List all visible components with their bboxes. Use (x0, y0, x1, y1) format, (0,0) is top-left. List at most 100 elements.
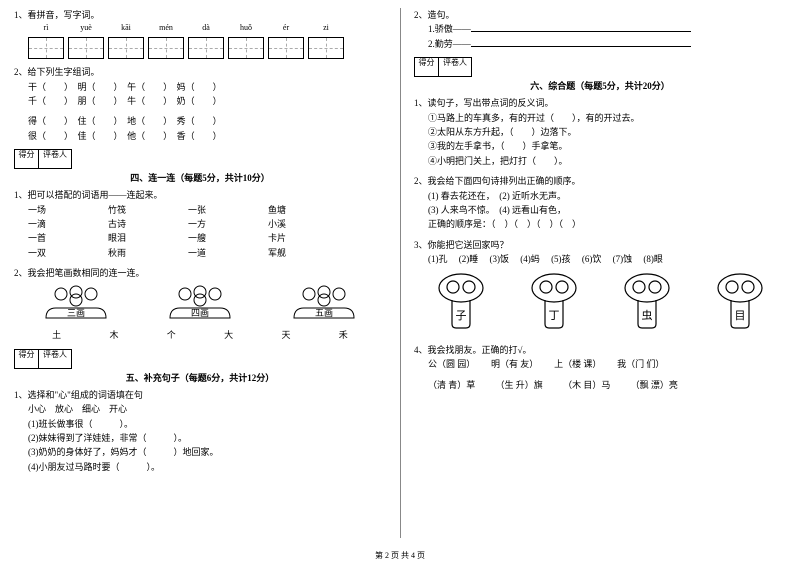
match-item: 卡片 (268, 231, 348, 245)
q5-1-words: 小心 放心 细心 开心 (14, 402, 386, 416)
q2r-item: 2.勤劳—— (428, 39, 471, 49)
opt: (4)蚂 (520, 254, 540, 264)
tianzige-cell[interactable] (268, 37, 304, 59)
svg-text:三画: 三画 (67, 308, 85, 318)
char: 木 (99, 328, 129, 342)
section-5-title: 五、补充句子（每题6分，共计12分） (14, 371, 386, 384)
q2-title: 2、给下列生字组词。 (14, 65, 386, 79)
score-label: 得分 (15, 150, 39, 168)
tianzige-row (28, 37, 386, 59)
tianzige-cell[interactable] (188, 37, 224, 59)
svg-text:丁: 丁 (548, 310, 559, 322)
q6-3-items: (1)孔 (2)睡 (3)饭 (4)蚂 (5)孩 (6)饮 (7)蚀 (8)眼 (414, 252, 786, 266)
tianzige-cell[interactable] (308, 37, 344, 59)
opt: (7)蚀 (613, 254, 633, 264)
pair: 我（门 们） (617, 359, 664, 369)
zuci-item: 午（ ） (127, 82, 168, 92)
q2r-title: 2、造句。 (414, 8, 786, 22)
q6-4-title: 4、我会找朋友。正确的打√。 (414, 343, 786, 357)
tianzige-cell[interactable] (68, 37, 104, 59)
pinyin: kāi (108, 22, 144, 35)
opt: (3)饭 (490, 254, 510, 264)
q5-1-item: (4)小朋友过马路时要（ ）。 (14, 460, 386, 474)
svg-text:四画: 四画 (191, 308, 209, 318)
zuci-item: 朋（ ） (78, 96, 119, 106)
pinyin: rì (28, 22, 64, 35)
match-col-c: 一张 一方 一艘 一道 (188, 203, 268, 261)
pinyin: zi (308, 22, 344, 35)
char: 大 (214, 328, 244, 342)
match-item: 一张 (188, 203, 268, 217)
char: 个 (156, 328, 186, 342)
opt: (6)饮 (582, 254, 602, 264)
write-line[interactable] (471, 37, 691, 47)
pinyin-row: rì yuè kāi mén dà huǒ ér zi (28, 22, 386, 35)
q6-2-title: 2、我会给下面四句诗排列出正确的顺序。 (414, 174, 786, 188)
zuci-item: 秀（ ） (177, 116, 222, 126)
zuci-item: 干（ ） (28, 82, 69, 92)
match-item: 一双 (28, 246, 108, 260)
opt: (2)睡 (459, 254, 479, 264)
pair: 明（有 友） (491, 359, 534, 369)
zuci-item: 很（ ） (28, 131, 69, 141)
zuci-item: 地（ ） (127, 116, 168, 126)
opt: (5)孩 (551, 254, 571, 264)
pinyin: ér (268, 22, 304, 35)
match-col-d: 鱼塘 小溪 卡片 军舰 (268, 203, 348, 261)
q6-1-antonym: 1、读句子，写出带点词的反义词。 ①马路上的车真多，有的开过（ ），有的开过去。… (414, 96, 786, 168)
q5-1-heart: 1、选择和"心"组成的词语填在句 小心 放心 细心 开心 (1)班长做事很（ ）… (14, 388, 386, 474)
match-item: 秋雨 (108, 246, 188, 260)
write-line[interactable] (471, 22, 691, 32)
zuci-item: 他（ ） (127, 131, 168, 141)
q6-2-line: (1) 春去花还在， (2) 近听水无声。 (414, 189, 786, 203)
score-box-4: 得分评卷人 (14, 149, 386, 169)
zuci-item: 妈（ ） (177, 82, 222, 92)
zuci-item: 香（ ） (177, 131, 222, 141)
tianzige-cell[interactable] (228, 37, 264, 59)
tianzige-cell[interactable] (28, 37, 64, 59)
mushroom-icon: 虫 (622, 272, 672, 336)
match-item: 小溪 (268, 217, 348, 231)
svg-text:虫: 虫 (641, 309, 652, 322)
pinyin: yuè (68, 22, 104, 35)
q6-1-item: ④小明把门关上，把灯打（ ）。 (414, 154, 786, 168)
match-item: 一方 (188, 217, 268, 231)
pair: （木 目）马 (563, 380, 610, 390)
mushroom-icon: 目 (715, 272, 765, 336)
flower-icon: 四画 (160, 284, 240, 324)
opt: (8)眼 (643, 254, 663, 264)
zuci-item: 千（ ） (28, 96, 69, 106)
column-divider (400, 8, 401, 538)
score-label: 得分 (15, 350, 39, 368)
q2r-sentence: 2、造句。 1.骄傲—— 2.勤劳—— (414, 8, 786, 51)
pinyin: mén (148, 22, 184, 35)
match-item: 一道 (188, 246, 268, 260)
q6-4-row: 公（圆 园） 明（有 友） 上（楼 课） 我（门 们） (414, 357, 786, 371)
q5-1-item: (2)妹妹得到了洋娃娃，非常（ ）。 (14, 431, 386, 445)
q2-zuci: 2、给下列生字组词。 干（ ） 明（ ） 午（ ） 妈（ ） 千（ ） 朋（ ）… (14, 65, 386, 143)
section-6-title: 六、综合题（每题5分，共计20分） (414, 79, 786, 92)
tianzige-cell[interactable] (108, 37, 144, 59)
q4-2-strokes: 2、我会把笔画数相同的连一连。 三画 四画 五画 土 木 个 大 天 禾 (14, 266, 386, 343)
zuci-item: 佳（ ） (78, 131, 119, 141)
mushroom-icon: 丁 (529, 272, 579, 336)
flower-icon: 三画 (36, 284, 116, 324)
match-item: 军舰 (268, 246, 348, 260)
pair: 上（楼 课） (554, 359, 597, 369)
q6-3-home: 3、你能把它送回家吗？ (1)孔 (2)睡 (3)饭 (4)蚂 (5)孩 (6)… (414, 238, 786, 337)
left-column: 1、看拼音，写字词。 rì yuè kāi mén dà huǒ ér zi (0, 0, 400, 545)
zuci-item: 奶（ ） (177, 96, 222, 106)
q4-1-match: 1、把可以搭配的词语用——连起来。 一场 一滴 一首 一双 竹筏 古诗 眼泪 秋… (14, 188, 386, 260)
match-item: 古诗 (108, 217, 188, 231)
q6-1-item: ①马路上的车真多，有的开过（ ），有的开过去。 (414, 111, 786, 125)
q6-2-line: (3) 人来鸟不惊。 (4) 远看山有色， (414, 203, 786, 217)
q1-pinyin: 1、看拼音，写字词。 rì yuè kāi mén dà huǒ ér zi (14, 8, 386, 59)
q6-3-title: 3、你能把它送回家吗？ (414, 238, 786, 252)
match-col-b: 竹筏 古诗 眼泪 秋雨 (108, 203, 188, 261)
q6-1-item: ③我的左手拿书，（ ）手拿笔。 (414, 139, 786, 153)
match-item: 一艘 (188, 231, 268, 245)
match-item: 一场 (28, 203, 108, 217)
opt: (1)孔 (428, 254, 448, 264)
q5-1-title: 1、选择和"心"组成的词语填在句 (14, 388, 386, 402)
tianzige-cell[interactable] (148, 37, 184, 59)
